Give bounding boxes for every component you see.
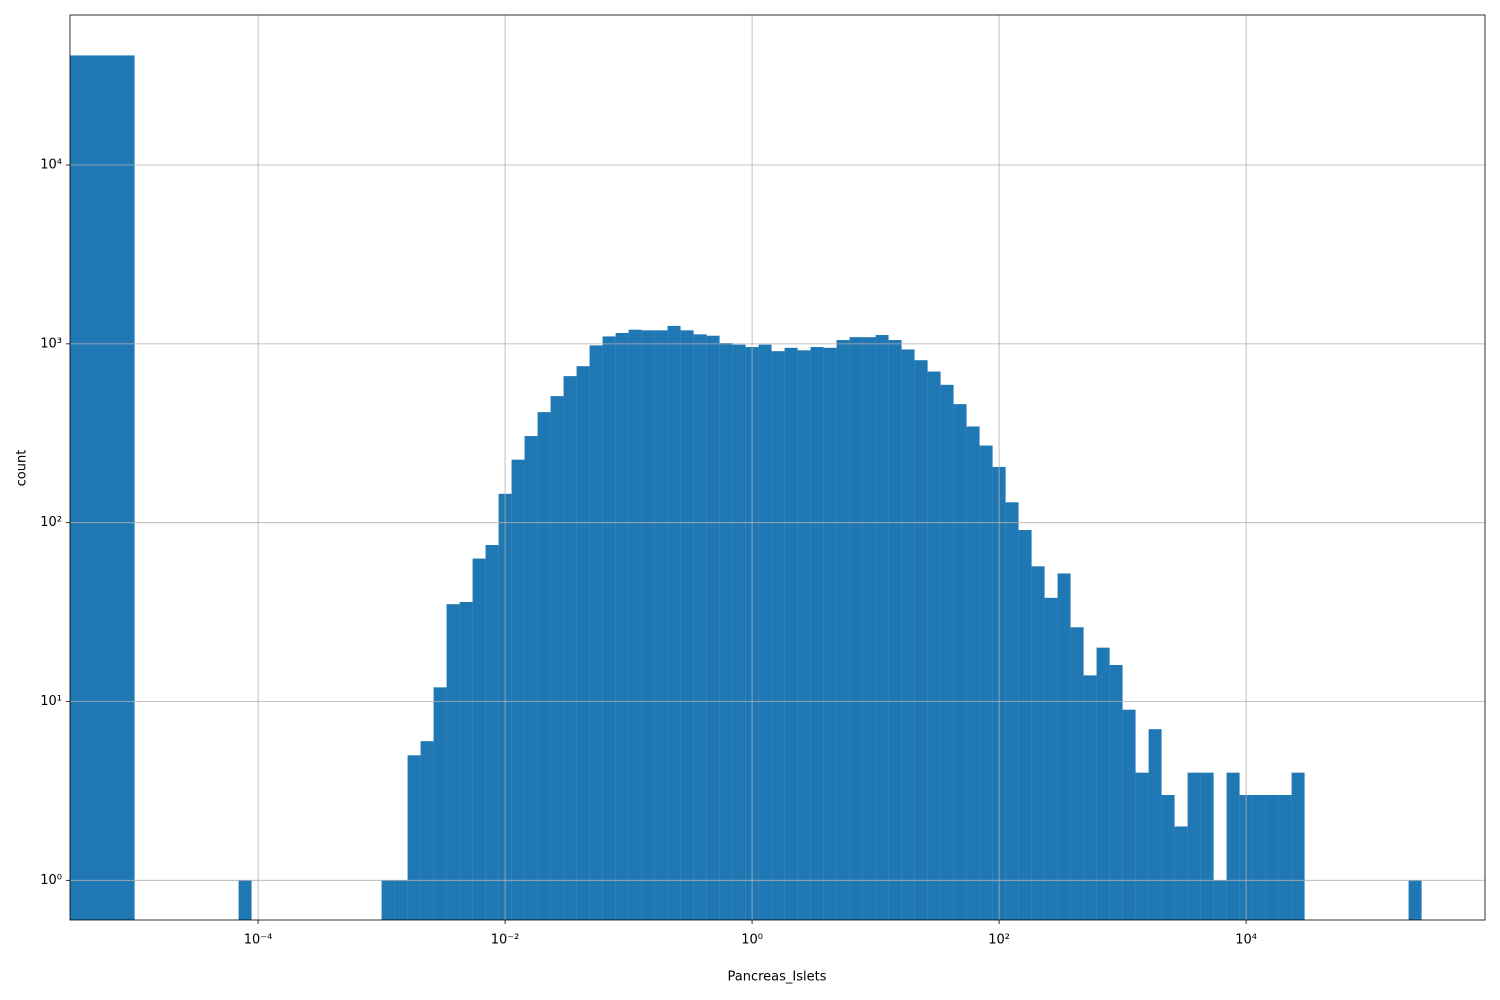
bar <box>706 335 720 921</box>
bar <box>563 376 577 921</box>
y-axis-label: count <box>15 450 30 487</box>
bar <box>1083 675 1097 920</box>
x-axis-label: Pancreas_Islets <box>728 970 827 985</box>
bar <box>1278 795 1292 920</box>
y-tick-label: 10⁴ <box>40 158 62 173</box>
bar <box>70 55 135 920</box>
bar <box>927 371 941 921</box>
bar <box>693 334 707 920</box>
bar <box>810 347 824 920</box>
x-tick-label: 10⁴ <box>1235 933 1257 948</box>
bar <box>511 459 525 920</box>
bar <box>914 360 928 920</box>
bar <box>407 755 421 920</box>
x-tick-label: 10⁰ <box>741 933 763 948</box>
bar <box>953 404 967 920</box>
bar <box>784 347 798 921</box>
bar <box>836 340 850 921</box>
bar <box>524 436 538 920</box>
x-tick-label: 10² <box>988 933 1010 948</box>
bar <box>1187 772 1201 920</box>
bar <box>1057 573 1071 920</box>
bar <box>472 558 486 920</box>
bar <box>1226 772 1240 920</box>
bar <box>381 880 395 920</box>
bar <box>576 366 590 921</box>
bar <box>420 741 434 920</box>
bar <box>966 426 980 920</box>
bar <box>719 343 733 921</box>
bar <box>888 340 902 921</box>
y-tick-label: 10² <box>40 515 62 530</box>
bar <box>1122 709 1136 920</box>
bar <box>433 687 447 920</box>
bar <box>589 345 603 920</box>
bar <box>238 880 252 920</box>
bar <box>758 344 772 921</box>
bar <box>615 332 629 920</box>
bar <box>771 351 785 920</box>
bar <box>1096 647 1110 920</box>
bar <box>1005 502 1019 920</box>
bar <box>875 335 889 920</box>
axes-frame <box>69 14 1486 921</box>
bar <box>1044 597 1058 920</box>
y-tick-label: 10⁰ <box>40 873 62 888</box>
bar <box>446 604 460 920</box>
bar <box>1265 795 1279 920</box>
bar <box>1148 729 1162 920</box>
bar <box>1200 772 1214 920</box>
bar <box>901 349 915 920</box>
bar <box>823 347 837 921</box>
bar <box>459 602 473 920</box>
bar <box>1161 795 1175 920</box>
bar <box>1031 566 1045 920</box>
bar <box>862 337 876 921</box>
bar <box>849 337 863 921</box>
bar <box>641 330 655 920</box>
x-tick-label: 10⁻² <box>491 933 520 948</box>
bar <box>550 396 564 921</box>
bar <box>394 880 408 920</box>
bar <box>602 336 616 920</box>
bar <box>667 325 681 921</box>
bar <box>1070 627 1084 920</box>
bar <box>485 545 499 920</box>
bar <box>1213 880 1227 920</box>
x-tick-label: 10⁻⁴ <box>244 933 273 948</box>
bar <box>1174 826 1188 920</box>
bar <box>680 330 694 920</box>
bar <box>1135 772 1149 920</box>
y-tick-label: 10¹ <box>40 694 62 709</box>
bar <box>979 445 993 920</box>
bar <box>1408 880 1422 920</box>
y-tick-label: 10³ <box>40 336 62 351</box>
bar <box>732 344 746 921</box>
bar <box>1252 795 1266 920</box>
bar <box>537 412 551 920</box>
bar <box>628 329 642 920</box>
bar <box>797 350 811 920</box>
bar <box>1109 664 1123 920</box>
bar <box>940 384 954 920</box>
bar <box>654 330 668 920</box>
plot-layer <box>70 15 1485 921</box>
bar <box>1018 529 1032 920</box>
bar <box>1291 772 1305 920</box>
